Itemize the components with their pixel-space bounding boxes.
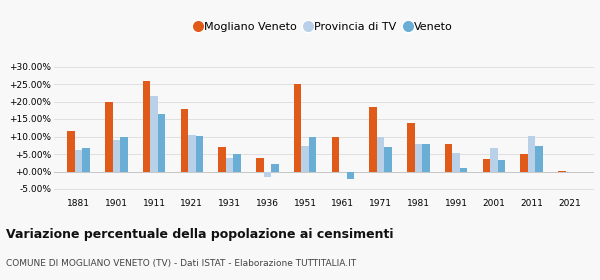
Bar: [271, 164, 278, 171]
Bar: [105, 102, 113, 171]
Bar: [226, 158, 233, 171]
Bar: [301, 146, 309, 171]
Bar: [158, 114, 166, 171]
Bar: [347, 171, 354, 179]
Bar: [520, 154, 528, 171]
Bar: [370, 107, 377, 171]
Bar: [377, 137, 385, 171]
Bar: [385, 147, 392, 171]
Bar: [415, 144, 422, 171]
Bar: [482, 159, 490, 171]
Bar: [460, 168, 467, 171]
Bar: [196, 136, 203, 171]
Bar: [332, 137, 339, 171]
Bar: [535, 146, 543, 171]
Bar: [407, 123, 415, 171]
Bar: [188, 135, 196, 171]
Bar: [294, 84, 301, 171]
Bar: [263, 171, 271, 177]
Bar: [120, 137, 128, 171]
Bar: [422, 144, 430, 171]
Bar: [218, 147, 226, 171]
Bar: [113, 140, 120, 171]
Bar: [445, 143, 452, 171]
Bar: [309, 137, 316, 171]
Legend: Mogliano Veneto, Provincia di TV, Veneto: Mogliano Veneto, Provincia di TV, Veneto: [190, 17, 458, 36]
Bar: [528, 136, 535, 171]
Bar: [452, 153, 460, 171]
Bar: [256, 157, 263, 171]
Bar: [498, 160, 505, 171]
Bar: [233, 154, 241, 171]
Bar: [82, 148, 90, 171]
Bar: [150, 96, 158, 171]
Bar: [67, 131, 75, 171]
Bar: [490, 148, 498, 171]
Bar: [143, 81, 150, 171]
Text: Variazione percentuale della popolazione ai censimenti: Variazione percentuale della popolazione…: [6, 228, 394, 241]
Text: COMUNE DI MOGLIANO VENETO (TV) - Dati ISTAT - Elaborazione TUTTITALIA.IT: COMUNE DI MOGLIANO VENETO (TV) - Dati IS…: [6, 259, 356, 268]
Bar: [181, 109, 188, 171]
Bar: [75, 150, 82, 171]
